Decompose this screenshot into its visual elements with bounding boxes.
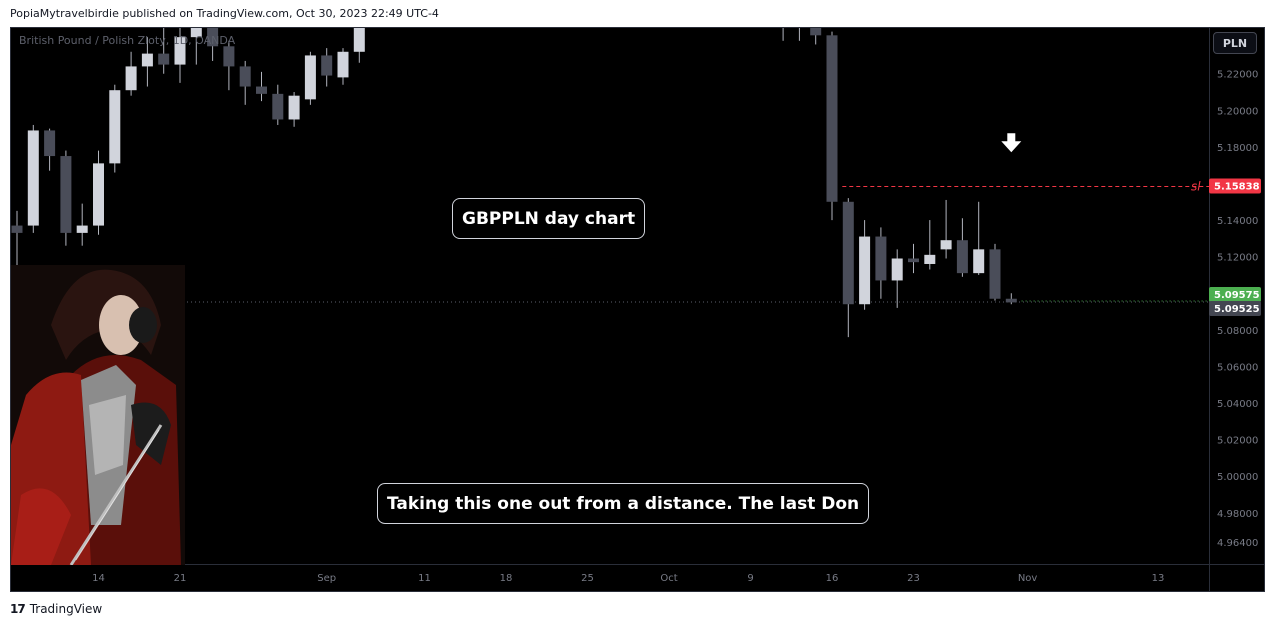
x-tick-label: 23 [907,573,920,584]
x-tick-label: Nov [1018,573,1038,584]
candles [11,28,1017,338]
bear-candle [272,93,284,120]
crosshair-price-box [1209,300,1261,316]
x-tick-label: 11 [418,573,431,584]
tradingview-logo-icon: 17 [10,602,26,616]
y-tick-label: 5.04000 [1217,399,1258,410]
x-tick-label: 9 [747,573,753,584]
x-tick-label: 21 [174,573,187,584]
horizontal-lines: 5.15838 5.09575 5.09525 sl [11,178,1261,316]
y-tick-label: 5.08000 [1217,326,1258,337]
bear-candle [810,28,822,36]
y-tick-label: 5.20000 [1217,106,1258,117]
bull-candle [174,37,186,65]
arrow-layer [1001,133,1022,153]
candlestick-chart[interactable]: 5.220005.200005.180005.160005.140005.120… [11,28,1264,591]
y-tick-label: 5.22000 [1217,70,1258,81]
sl-price-box [1209,178,1261,194]
bear-candle [207,28,219,47]
bull-candle [973,249,985,274]
bull-candle [304,55,316,100]
y-tick-label: 5.00000 [1217,472,1258,483]
bear-candle [956,240,968,274]
y-tick-label: 5.14000 [1217,216,1258,227]
bull-candle [891,258,903,281]
bull-candle [288,95,300,120]
bear-candle [826,35,838,202]
time-axis: 14 21 Sep 11 18 25 Oct 9 16 23 Nov 13 [11,564,1264,584]
bull-candle [93,163,104,226]
comment-note[interactable]: Taking this one out from a distance. The… [377,483,870,524]
y-tick-label: 4.96400 [1217,538,1258,549]
bear-candle [1005,298,1017,303]
bear-candle [875,236,887,281]
bear-candle [223,46,235,67]
currency-button[interactable]: PLN [1213,32,1257,54]
publisher-header: PopiaMytravelbirdie published on Trading… [10,7,439,20]
bull-candle [859,236,871,305]
footer-brand[interactable]: TradingView [29,602,103,616]
footer: 17 TradingView [10,602,102,616]
bull-candle [353,28,365,52]
bear-candle [321,55,333,76]
bull-candle [109,90,121,164]
bull-candle [190,28,202,38]
bear-candle [908,258,919,263]
bull-candle [76,225,88,233]
bear-candle [44,130,56,157]
chart-frame[interactable]: 5.220005.200005.180005.160005.140005.120… [10,27,1265,592]
x-tick-label: 13 [1152,573,1165,584]
x-tick-label: 14 [92,573,105,584]
x-tick-label: 16 [826,573,839,584]
bull-candle [141,53,153,67]
bear-candle [239,66,251,87]
bear-candle [989,249,1001,299]
sl-price-label: 5.15838 [1214,181,1260,192]
bear-candle [842,201,854,305]
bull-candle [940,240,952,250]
y-tick-label: 5.18000 [1217,143,1258,154]
x-tick-label: 25 [581,573,594,584]
x-tick-label: Oct [660,573,677,584]
last-price-price-label: 5.09575 [1214,290,1260,301]
y-tick-label: 5.02000 [1217,436,1258,447]
bear-candle [60,156,72,233]
bear-candle [256,86,267,94]
symbol-description: British Pound / Polish Zloty, 1D, OANDA [19,34,236,47]
bear-candle [158,53,170,65]
bull-candle [337,51,349,78]
character-illustration [11,265,185,565]
last-price-price-box [1209,287,1261,303]
crosshair-price-label: 5.09525 [1214,304,1260,315]
bear-candle [11,225,23,233]
title-note[interactable]: GBPPLN day chart [452,198,646,239]
x-tick-label: 18 [500,573,513,584]
sl-label: sl [1191,179,1201,193]
y-tick-label: 5.12000 [1217,253,1258,264]
y-tick-label: 5.06000 [1217,362,1258,373]
bull-candle [125,66,137,91]
x-tick-label: Sep [317,573,336,584]
y-tick-label: 4.98000 [1217,509,1258,520]
bull-candle [27,130,39,226]
down-arrow-icon [1001,133,1022,153]
bull-candle [924,254,936,264]
